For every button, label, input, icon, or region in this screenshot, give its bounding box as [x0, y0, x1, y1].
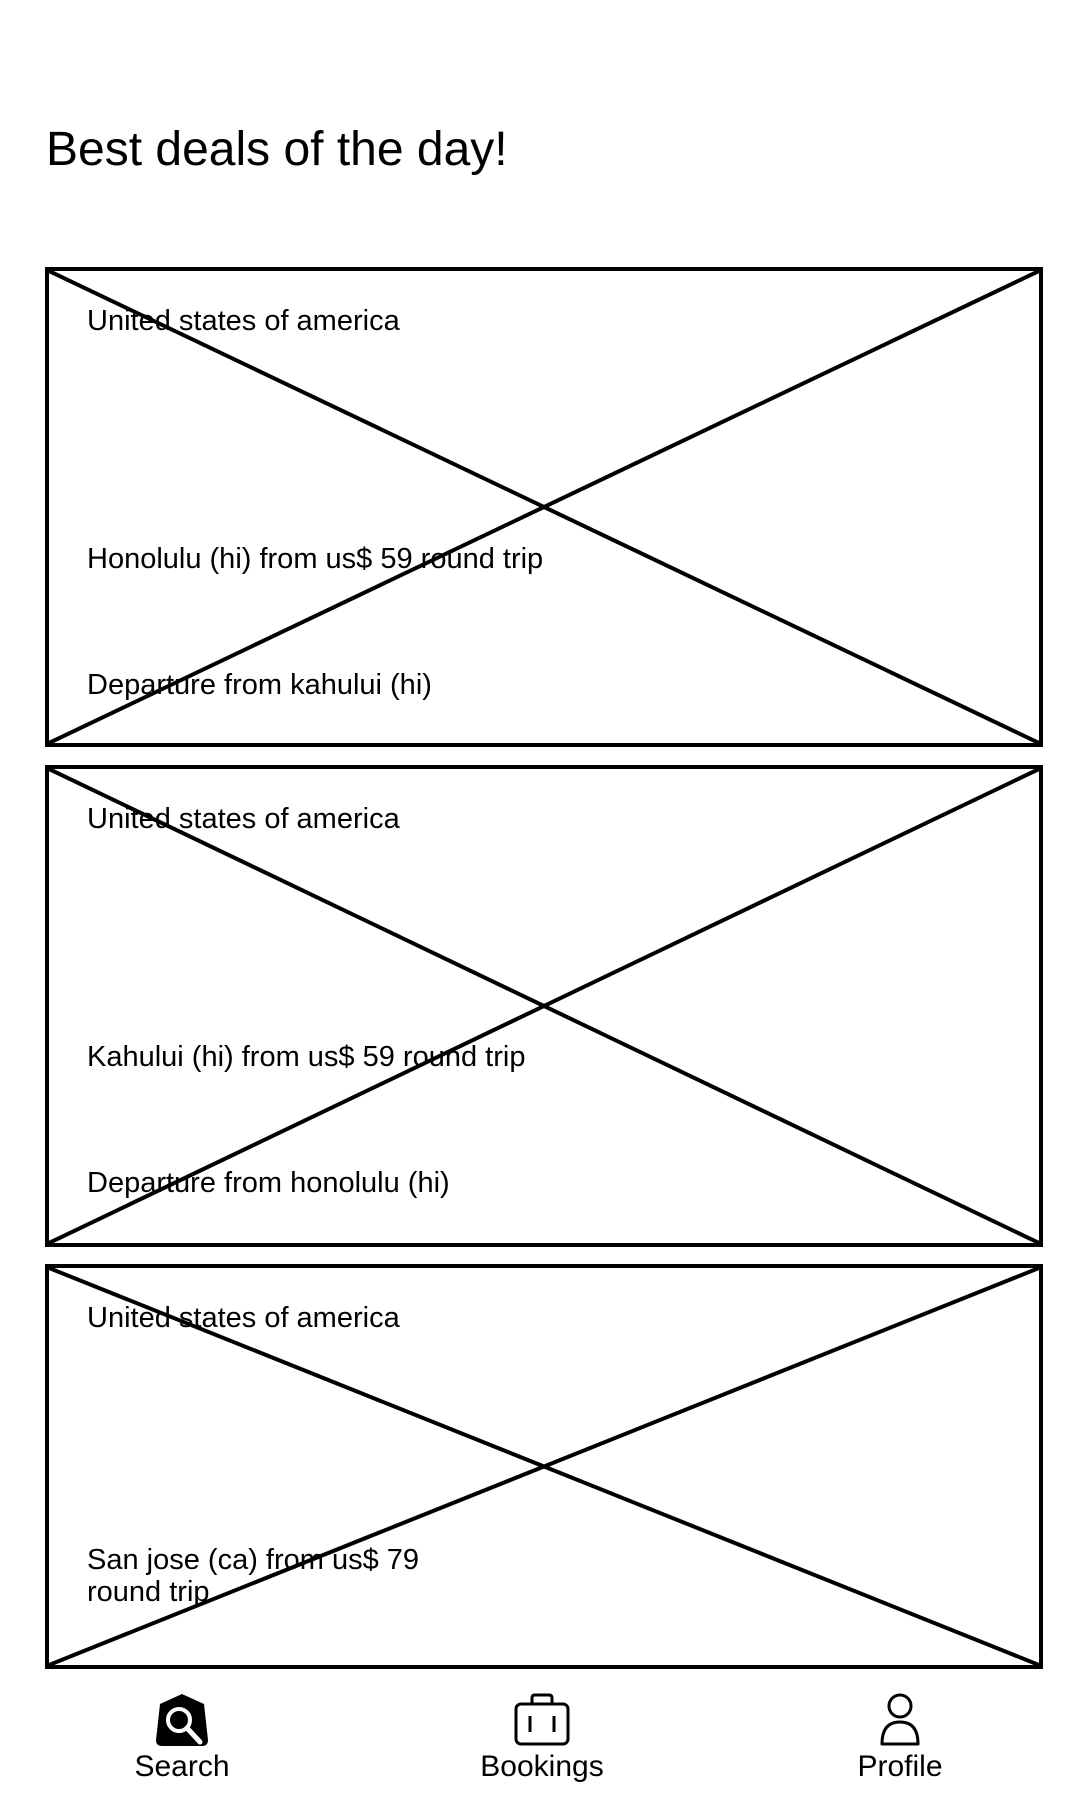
deal-country: United states of america — [87, 305, 400, 337]
search-icon — [156, 1694, 208, 1746]
image-placeholder — [49, 271, 1039, 743]
page-title: Best deals of the day! — [46, 123, 508, 176]
nav-item-search[interactable]: Search — [62, 1682, 302, 1800]
nav-label: Profile — [857, 1750, 943, 1783]
bottom-nav: Search Bookings Profile — [0, 1682, 1080, 1800]
deal-route: Kahului (hi) from us$ 59 round trip — [87, 1041, 526, 1073]
deal-route: Honolulu (hi) from us$ 59 round trip — [87, 543, 544, 575]
deal-card[interactable]: United states of america San jose (ca) f… — [45, 1264, 1043, 1669]
deal-route: San jose (ca) from us$ 79 round trip — [87, 1544, 420, 1608]
nav-item-profile[interactable]: Profile — [780, 1682, 1020, 1800]
deal-departure: Departure from kahului (hi) — [87, 669, 432, 701]
image-placeholder — [49, 1268, 1039, 1665]
nav-label: Bookings — [480, 1750, 604, 1783]
deal-country: United states of america — [87, 1302, 400, 1334]
deal-departure: Departure from honolulu (hi) — [87, 1167, 450, 1199]
image-placeholder — [49, 769, 1039, 1243]
suitcase-icon — [514, 1693, 570, 1746]
deal-card[interactable]: United states of america Honolulu (hi) f… — [45, 267, 1043, 747]
person-icon — [880, 1693, 920, 1746]
nav-label: Search — [134, 1750, 230, 1783]
deal-card[interactable]: United states of america Kahului (hi) fr… — [45, 765, 1043, 1247]
deal-country: United states of america — [87, 803, 400, 835]
nav-item-bookings[interactable]: Bookings — [422, 1682, 662, 1800]
